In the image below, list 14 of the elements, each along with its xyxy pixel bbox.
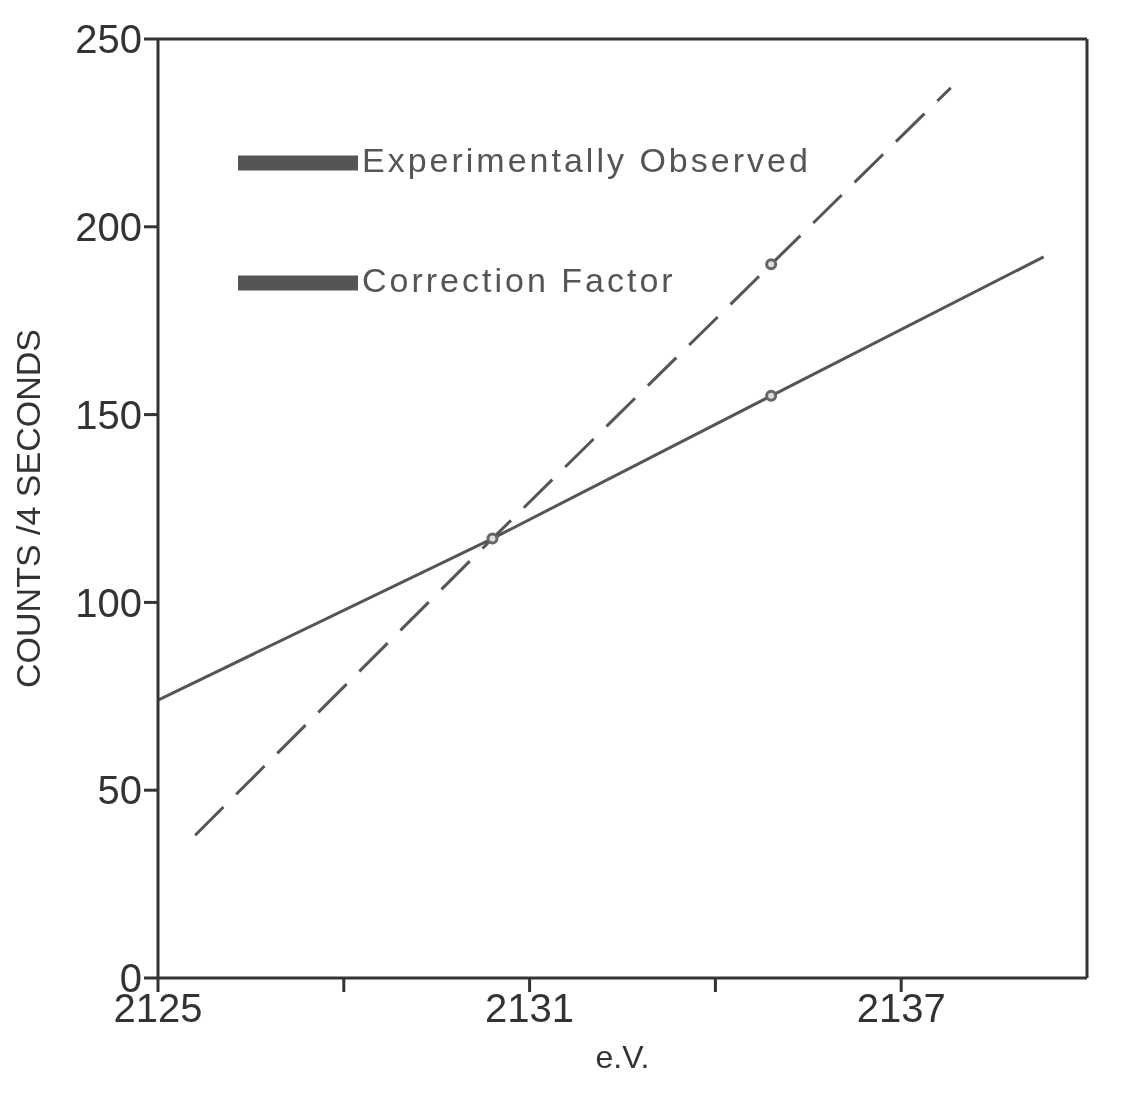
- point: [765, 258, 778, 271]
- point: [765, 389, 778, 402]
- legend-label: Experimentally Observed: [362, 140, 811, 179]
- y-axis-title: COUNTS /4 SECONDS: [9, 329, 48, 688]
- y-tick-label: 100: [75, 580, 142, 625]
- x-axis-title: e.V.: [595, 1039, 650, 1075]
- y-tick-label: 150: [75, 392, 142, 437]
- x-tick-label: 2137: [856, 986, 946, 1031]
- x-tick-label: 2131: [485, 986, 575, 1031]
- point: [486, 532, 499, 545]
- y-tick-label: 50: [97, 768, 142, 813]
- legend-label: Correction Factor: [362, 260, 676, 299]
- y-tick-label: 200: [75, 205, 142, 249]
- y-tick-label: 250: [75, 17, 142, 62]
